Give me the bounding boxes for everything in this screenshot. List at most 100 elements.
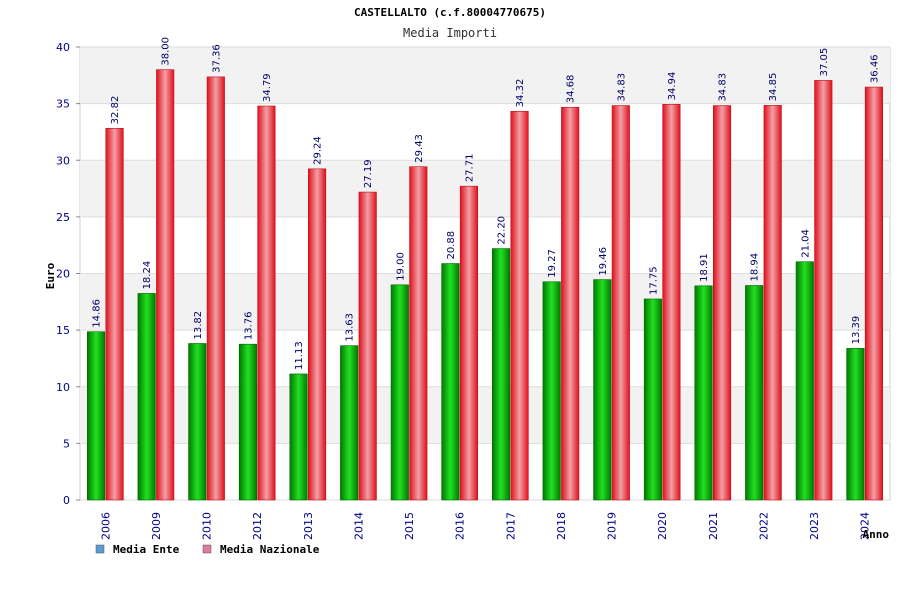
bar-media-ente-2018 bbox=[542, 281, 561, 501]
bar-media-nazionale-2022 bbox=[763, 105, 782, 501]
bar-media-ente-2009 bbox=[137, 293, 156, 501]
data-label-media-nazionale-2024: 36.46 bbox=[869, 54, 880, 83]
bar-media-nazionale-2006 bbox=[105, 128, 124, 501]
data-label-media-nazionale-2023: 37.05 bbox=[819, 48, 830, 77]
bar-media-nazionale-2021 bbox=[713, 105, 732, 501]
bar-media-nazionale-2012 bbox=[257, 105, 276, 501]
y-tick-label: 25 bbox=[56, 211, 70, 224]
data-label-media-nazionale-2013: 29.24 bbox=[313, 136, 324, 165]
y-tick-label: 20 bbox=[56, 268, 70, 281]
bar-media-ente-2020 bbox=[643, 298, 662, 501]
bar-media-ente-2016 bbox=[441, 263, 460, 501]
data-label-media-nazionale-2010: 37.36 bbox=[211, 44, 222, 73]
x-tick-label-2024: 2024 bbox=[859, 512, 872, 540]
y-tick-label: 10 bbox=[56, 381, 70, 394]
bar-media-nazionale-2023 bbox=[814, 80, 833, 501]
data-label-media-ente-2014: 13.63 bbox=[345, 313, 356, 342]
legend-swatch-media-nazionale bbox=[202, 544, 212, 554]
x-tick-label-2021: 2021 bbox=[707, 512, 720, 540]
data-label-media-nazionale-2021: 34.83 bbox=[718, 73, 729, 102]
data-label-media-ente-2024: 13.39 bbox=[851, 316, 862, 345]
y-tick-label: 30 bbox=[56, 154, 70, 167]
data-label-media-ente-2019: 19.46 bbox=[598, 247, 609, 276]
y-tick-label: 15 bbox=[56, 324, 70, 337]
chart-subtitle: Media Importi bbox=[403, 26, 497, 40]
bar-media-ente-2024 bbox=[846, 348, 865, 501]
bar-media-nazionale-2010 bbox=[206, 76, 225, 501]
data-label-media-ente-2015: 19.00 bbox=[395, 252, 406, 281]
legend: Media Ente Media Nazionale bbox=[95, 543, 320, 556]
y-tick-label: 40 bbox=[56, 41, 70, 54]
data-label-media-nazionale-2016: 27.71 bbox=[464, 154, 475, 183]
x-tick-label-2017: 2017 bbox=[504, 512, 517, 540]
bar-media-ente-2019 bbox=[593, 279, 612, 501]
data-label-media-ente-2016: 20.88 bbox=[446, 231, 457, 260]
x-tick-label-2012: 2012 bbox=[251, 512, 264, 540]
data-label-media-nazionale-2009: 38.00 bbox=[161, 37, 172, 66]
data-label-media-ente-2006: 14.86 bbox=[92, 299, 103, 328]
bar-media-ente-2017 bbox=[492, 248, 511, 501]
data-labels: 14.86 32.82 18.24 38.00 13.82 37.36 13.76 34.79… bbox=[92, 37, 881, 370]
x-tick-label-2023: 2023 bbox=[808, 512, 821, 540]
y-axis-label: Euro bbox=[44, 262, 57, 289]
legend-label-media-nazionale: Media Nazionale bbox=[220, 543, 320, 556]
x-tick-label-2016: 2016 bbox=[454, 512, 467, 540]
bar-media-ente-2010 bbox=[188, 343, 207, 501]
data-label-media-ente-2012: 13.76 bbox=[243, 312, 254, 341]
x-tick-label-2014: 2014 bbox=[352, 512, 365, 540]
x-tick-label-2013: 2013 bbox=[302, 512, 315, 540]
bar-media-nazionale-2013 bbox=[308, 168, 327, 501]
bar-media-ente-2012 bbox=[238, 343, 257, 501]
bar-media-nazionale-2015 bbox=[409, 166, 428, 501]
bar-media-ente-2014 bbox=[340, 345, 359, 501]
y-tick-label: 0 bbox=[63, 494, 70, 507]
x-axis-label: Anno bbox=[863, 528, 890, 541]
y-tick-label: 35 bbox=[56, 98, 70, 111]
x-tick-label-2020: 2020 bbox=[656, 512, 669, 540]
x-tick-label-2022: 2022 bbox=[757, 512, 770, 540]
bar-media-nazionale-2020 bbox=[662, 104, 681, 501]
data-label-media-nazionale-2012: 34.79 bbox=[262, 73, 273, 102]
x-tick-label-2018: 2018 bbox=[555, 512, 568, 540]
data-label-media-ente-2010: 13.82 bbox=[193, 311, 204, 340]
bar-media-ente-2015 bbox=[390, 284, 409, 501]
x-tick-label-2015: 2015 bbox=[403, 512, 416, 540]
legend-swatch-media-ente bbox=[95, 544, 105, 554]
bar-media-nazionale-2009 bbox=[156, 69, 175, 501]
data-label-media-ente-2009: 18.24 bbox=[142, 261, 153, 290]
data-label-media-nazionale-2019: 34.83 bbox=[616, 73, 627, 102]
data-label-media-nazionale-2014: 27.19 bbox=[363, 159, 374, 188]
bar-media-nazionale-2014 bbox=[358, 191, 377, 501]
x-tick-label-2019: 2019 bbox=[606, 512, 619, 540]
legend-label-media-ente: Media Ente bbox=[113, 543, 180, 556]
bar-media-nazionale-2016 bbox=[459, 185, 478, 501]
bar-media-nazionale-2024 bbox=[864, 86, 883, 501]
bar-media-ente-2006 bbox=[87, 331, 106, 501]
data-label-media-nazionale-2015: 29.43 bbox=[414, 134, 425, 163]
x-tick-label-2009: 2009 bbox=[150, 512, 163, 540]
bar-media-ente-2021 bbox=[694, 285, 713, 501]
x-axis-ticks: 2006 2009 2010 2012 2013 2014 2015 2016 2017 2018… bbox=[99, 512, 871, 540]
bar-media-ente-2022 bbox=[745, 285, 764, 501]
data-label-media-nazionale-2006: 32.82 bbox=[110, 96, 121, 125]
data-label-media-nazionale-2020: 34.94 bbox=[667, 72, 678, 101]
data-label-media-ente-2017: 22.20 bbox=[497, 216, 508, 245]
data-label-media-nazionale-2017: 34.32 bbox=[515, 79, 526, 108]
data-label-media-nazionale-2018: 34.68 bbox=[566, 75, 577, 104]
data-label-media-ente-2013: 11.13 bbox=[294, 341, 305, 370]
bars bbox=[87, 69, 883, 501]
y-tick-label: 5 bbox=[63, 437, 70, 450]
chart-title: CASTELLALTO (c.f.80004770675) bbox=[354, 6, 546, 19]
data-label-media-ente-2022: 18.94 bbox=[750, 253, 761, 282]
bar-media-ente-2023 bbox=[795, 261, 814, 501]
data-label-media-ente-2021: 18.91 bbox=[699, 253, 710, 282]
x-tick-label-2006: 2006 bbox=[99, 512, 112, 540]
bar-media-nazionale-2019 bbox=[611, 105, 630, 501]
data-label-media-ente-2018: 19.27 bbox=[547, 249, 558, 278]
data-label-media-ente-2023: 21.04 bbox=[800, 229, 811, 258]
bar-media-nazionale-2017 bbox=[510, 111, 529, 501]
data-label-media-nazionale-2022: 34.85 bbox=[768, 73, 779, 102]
bar-media-ente-2013 bbox=[289, 373, 308, 501]
x-tick-label-2010: 2010 bbox=[201, 512, 214, 540]
